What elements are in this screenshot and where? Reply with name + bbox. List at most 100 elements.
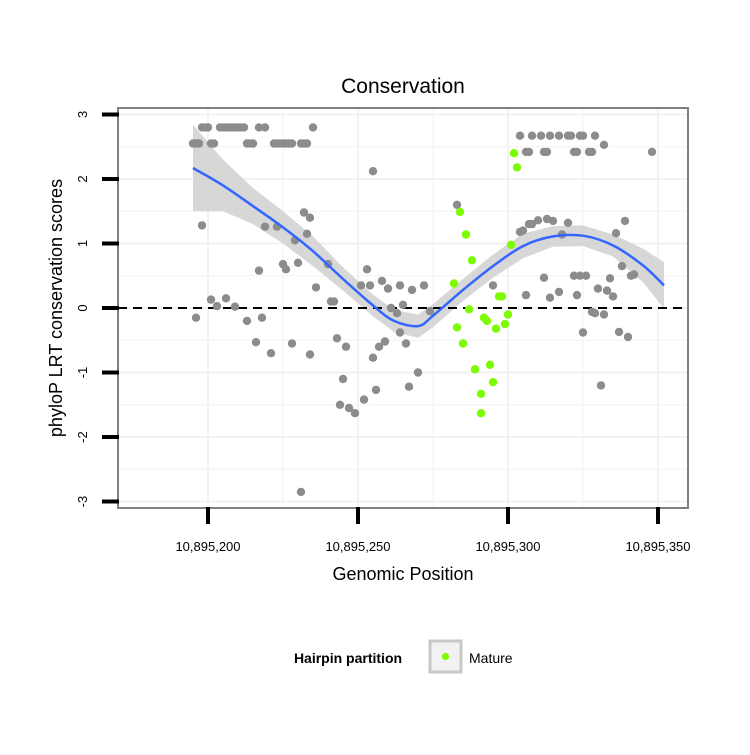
other-point (260, 123, 270, 132)
legend-title: Hairpin partition (294, 650, 402, 666)
other-point (572, 147, 582, 157)
other-point (212, 301, 222, 311)
y-tick-label: -1 (75, 367, 90, 379)
other-point (518, 226, 528, 235)
other-point (521, 290, 531, 300)
other-point (335, 400, 345, 409)
y-tick-label: 1 (75, 240, 90, 247)
mature-point (455, 207, 465, 217)
y-tick-label: 2 (75, 175, 90, 182)
other-point (599, 310, 609, 319)
other-point (395, 328, 405, 337)
x-axis-label: Genomic Position (332, 564, 473, 584)
mature-point (470, 365, 480, 374)
other-point (299, 208, 309, 217)
smooth-curve (192, 166, 665, 328)
other-point (608, 292, 618, 301)
other-point (344, 403, 354, 413)
other-point (569, 271, 579, 280)
other-point (452, 200, 462, 209)
other-point (302, 139, 312, 148)
other-point (230, 302, 240, 311)
x-tick-label: 10,895,300 (475, 539, 540, 554)
other-point (332, 334, 342, 343)
y-axis-label: phyloP LRT conservation scores (46, 179, 66, 437)
x-tick-label: 10,895,350 (625, 539, 690, 554)
other-point (287, 339, 297, 348)
y-tick-label: -3 (75, 496, 90, 508)
other-point (209, 139, 219, 148)
other-point (527, 131, 537, 140)
mature-point (461, 230, 471, 239)
other-point (599, 140, 609, 149)
other-point (383, 284, 393, 293)
mature-point (500, 319, 510, 329)
mature-point (482, 316, 492, 326)
other-point (617, 261, 627, 271)
other-point (293, 258, 303, 267)
other-point (404, 382, 414, 391)
other-point (488, 281, 498, 290)
other-point (266, 349, 276, 358)
other-point (407, 285, 417, 295)
other-point (251, 338, 261, 347)
other-point (371, 385, 381, 395)
other-point (305, 350, 315, 359)
mature-point (458, 339, 468, 348)
mature-point (512, 163, 522, 172)
mature-point (509, 149, 519, 158)
data-points (188, 123, 657, 497)
y-tick-label: 0 (75, 304, 90, 311)
other-point (392, 309, 402, 318)
other-point (629, 270, 639, 279)
y-axis: -3 -2 -1 0 1 2 3 (75, 111, 119, 507)
other-point (368, 167, 378, 176)
other-point (191, 313, 201, 322)
legend-entry-mature: Mature (469, 650, 513, 666)
other-point (623, 332, 633, 342)
x-tick-label: 10,895,250 (325, 539, 390, 554)
x-tick-label: 10,895,200 (175, 539, 240, 554)
other-point (578, 131, 588, 140)
other-point (413, 368, 423, 377)
other-point (401, 339, 411, 348)
other-point (341, 342, 351, 351)
mature-point (467, 256, 477, 265)
mature-point (452, 323, 462, 332)
other-point (221, 294, 231, 303)
other-point (566, 131, 576, 140)
other-point (287, 139, 297, 148)
mature-point (503, 310, 513, 319)
smooth-line (192, 166, 665, 328)
other-point (539, 273, 549, 282)
other-point (206, 295, 216, 304)
other-point (527, 219, 537, 229)
chart-title: Conservation (341, 75, 465, 98)
other-point (239, 123, 249, 132)
other-point (254, 266, 264, 275)
other-point (578, 328, 588, 337)
other-point (368, 353, 378, 362)
other-point (554, 131, 564, 140)
other-point (305, 213, 315, 222)
other-point (545, 131, 555, 140)
other-point (257, 313, 267, 322)
other-point (356, 281, 366, 290)
mature-point (485, 360, 495, 369)
other-point (590, 131, 600, 140)
other-point (611, 229, 621, 238)
mature-point (497, 292, 507, 301)
other-point (338, 374, 348, 384)
other-point (425, 307, 435, 316)
other-point (374, 342, 384, 351)
other-point (536, 131, 546, 140)
other-point (377, 276, 387, 286)
other-point (386, 303, 396, 313)
other-point (248, 139, 258, 148)
other-point (575, 271, 585, 280)
other-point (614, 327, 624, 337)
other-point (203, 123, 213, 132)
other-point (587, 147, 597, 157)
other-point (533, 216, 543, 225)
other-point (260, 222, 270, 231)
